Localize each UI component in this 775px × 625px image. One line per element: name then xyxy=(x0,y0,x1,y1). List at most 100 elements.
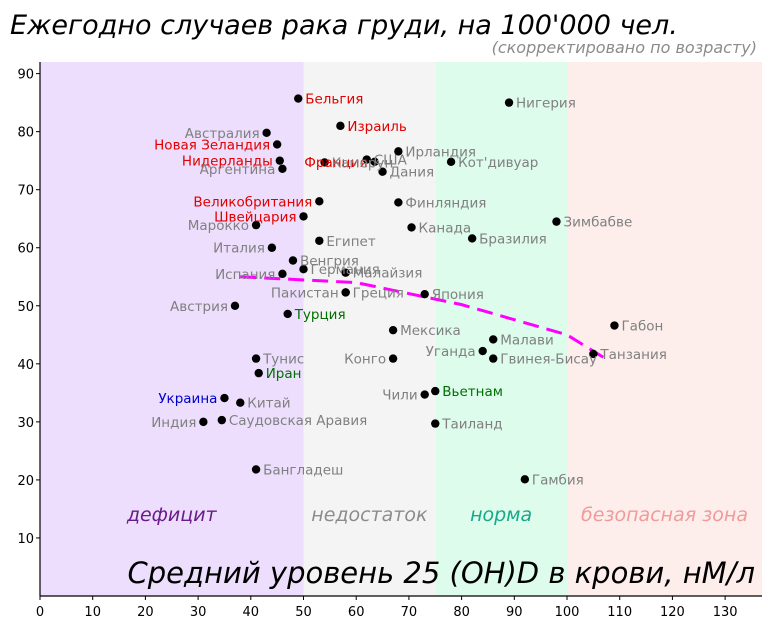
y-tick-label: 50 xyxy=(17,300,34,315)
data-point-саудовская-аравия xyxy=(217,415,227,425)
data-point-танзания xyxy=(589,349,598,359)
data-point-канада xyxy=(407,223,416,232)
point-label-гвинея-бисау: Гвинея-Бисау xyxy=(500,352,597,368)
point-label-тунис: Тунис xyxy=(262,352,304,368)
zone-0 xyxy=(40,62,304,596)
x-tick-label: 0 xyxy=(36,605,44,620)
x-tick-label: 110 xyxy=(607,605,632,620)
point-label-ирландия: Ирландия xyxy=(405,144,476,160)
point-label-австралия: Австралия xyxy=(185,126,260,142)
zone-1 xyxy=(303,62,436,596)
data-point-чили xyxy=(420,390,429,399)
y-tick-label: 30 xyxy=(17,416,34,431)
point-label-иран: Иран xyxy=(266,366,302,382)
data-point-нидерланды xyxy=(275,156,284,165)
point-label-венгрия: Венгрия xyxy=(300,254,359,270)
x-tick-label: 80 xyxy=(453,605,470,620)
point-label-израиль: Израиль xyxy=(347,119,407,135)
point-label-бельгия: Бельгия xyxy=(305,92,363,108)
x-axis-label: Средний уровень 25 (OH)D в крови, нМ/л xyxy=(127,556,755,590)
zone-3 xyxy=(567,62,762,596)
point-label-вьетнам: Вьетнам xyxy=(442,384,503,400)
data-point-бангладеш xyxy=(251,465,261,474)
y-tick-label: 40 xyxy=(17,358,34,373)
data-point-израиль xyxy=(336,121,345,131)
point-label-нидерланды: Нидерланды xyxy=(182,154,273,170)
data-point-египет xyxy=(315,236,324,245)
point-label-германия: Германия xyxy=(311,262,380,278)
point-label-танзания: Танзания xyxy=(599,347,667,363)
point-label-финляндия: Финляндия xyxy=(405,195,486,211)
x-tick-label: 130 xyxy=(713,605,738,620)
data-point-австрия xyxy=(230,301,240,310)
point-label-нигерия: Нигерия xyxy=(516,96,576,112)
y-tick-label: 20 xyxy=(17,474,34,489)
data-point-аргентина xyxy=(278,164,287,173)
zone-label-2: норма xyxy=(470,504,532,526)
x-tick-label: 100 xyxy=(555,605,580,620)
point-label-бангладеш: Бангладеш xyxy=(263,462,343,478)
point-label-украина: Украина xyxy=(158,391,217,407)
data-point-бельгия xyxy=(294,94,303,103)
point-label-таиланд: Таиланд xyxy=(441,417,502,433)
data-points xyxy=(199,94,619,484)
data-point-греция xyxy=(341,288,350,297)
data-point-венгрия xyxy=(288,256,298,265)
y-tick-label: 80 xyxy=(17,126,34,141)
data-point-уганда xyxy=(478,346,487,356)
point-label-канада: Канада xyxy=(419,220,472,236)
point-label-италия: Италия xyxy=(213,241,265,257)
data-point-франция xyxy=(370,157,379,167)
x-tick-label: 50 xyxy=(295,605,312,620)
data-point-конго xyxy=(388,354,398,363)
point-label-испания: Испания xyxy=(215,267,275,283)
x-tick-label: 40 xyxy=(243,605,260,620)
data-point-италия xyxy=(267,243,277,252)
data-point-украина xyxy=(220,393,229,403)
data-point-великобритания xyxy=(315,197,324,206)
data-point-марокко xyxy=(251,220,261,230)
data-point-турция xyxy=(283,309,292,319)
zone-label-0: дефицит xyxy=(126,504,218,526)
x-tick-label: 10 xyxy=(84,605,101,620)
point-label-уганда: Уганда xyxy=(426,344,476,360)
y-tick-label: 10 xyxy=(17,532,34,547)
y-tick-label: 70 xyxy=(17,184,34,199)
point-label-великобритания: Великобритания xyxy=(193,194,312,210)
point-label-чили: Чили xyxy=(382,388,417,404)
data-point-малайзия xyxy=(341,268,350,277)
data-point-вьетнам xyxy=(431,386,440,396)
point-label-малайзия: Малайзия xyxy=(353,266,423,282)
x-tick-label: 90 xyxy=(506,605,523,620)
data-point-гвинея-бисау xyxy=(489,354,498,363)
data-point-ирландия xyxy=(394,147,403,156)
data-point-дания xyxy=(378,167,387,176)
x-tick-label: 60 xyxy=(348,605,365,620)
point-label-бразилия: Бразилия xyxy=(479,231,547,247)
trend-line xyxy=(240,275,610,363)
data-point-япония xyxy=(420,289,429,299)
y-tick-label: 60 xyxy=(17,242,34,257)
data-point-швейцария xyxy=(299,212,308,221)
data-point-австралия xyxy=(262,128,271,138)
data-point-бразилия xyxy=(467,234,477,243)
point-label-конго: Конго xyxy=(344,352,386,368)
point-label-марокко: Марокко xyxy=(188,218,249,234)
point-label-греция: Греция xyxy=(353,285,404,301)
point-label-мексика: Мексика xyxy=(400,323,461,339)
point-label-турция: Турция xyxy=(294,307,346,323)
data-point-тунис xyxy=(251,354,261,363)
point-label-швейцария: Швейцария xyxy=(214,209,296,225)
x-tick-label: 70 xyxy=(401,605,418,620)
point-label-египет: Египет xyxy=(326,234,376,250)
point-label-кот-дивуар: Кот'дивуар xyxy=(458,155,538,171)
point-label-пакистан: Пакистан xyxy=(271,285,339,301)
point-label-австрия: Австрия xyxy=(170,299,228,315)
zone-backgrounds xyxy=(40,62,762,596)
data-point-зимбабве xyxy=(552,217,561,226)
chart-title: Ежегодно случаев рака груди, на 100'000 … xyxy=(10,10,678,41)
data-point-германия xyxy=(299,265,308,274)
point-label-дания: Дания xyxy=(390,165,435,181)
point-label-саудовская-аравия: Саудовская Аравия xyxy=(229,413,367,429)
